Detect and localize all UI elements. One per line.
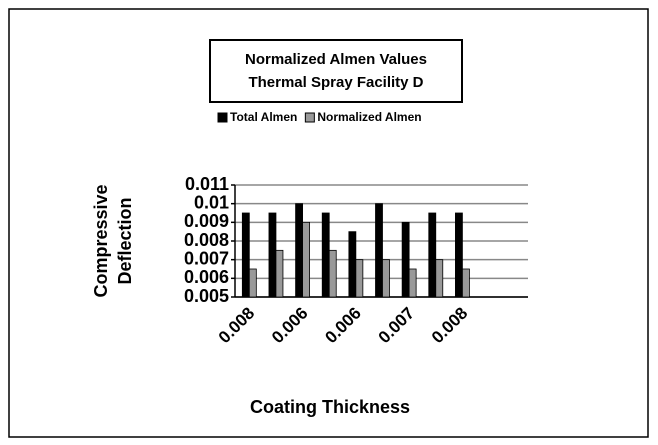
y-tick-label: 0.01 (194, 192, 229, 212)
bar (275, 249, 284, 298)
legend-swatch (304, 112, 315, 123)
bar (355, 259, 364, 298)
y-tick-label: 0.006 (184, 267, 229, 287)
bar (328, 249, 337, 298)
legend-label: Total Almen (230, 110, 297, 124)
bar (408, 268, 417, 298)
bar (268, 212, 277, 298)
y-tick-label: 0.005 (184, 286, 229, 306)
bar (348, 231, 357, 298)
legend-swatch (217, 112, 228, 123)
legend-label: Normalized Almen (317, 110, 421, 124)
y-tick-label: 0.008 (184, 230, 229, 250)
y-axis-label: Deflection (115, 197, 135, 284)
bar (248, 268, 257, 298)
bar (462, 268, 470, 298)
bar (241, 212, 250, 298)
y-tick-label: 0.007 (184, 248, 229, 268)
chart-subtitle: Thermal Spray Facility D (248, 74, 423, 91)
bar (375, 203, 383, 298)
x-axis-label: Coating Thickness (250, 397, 410, 417)
y-tick-label: 0.011 (185, 174, 229, 194)
chart-title: Normalized Almen Values (245, 51, 427, 68)
bar (321, 212, 330, 298)
bar (455, 212, 463, 298)
title-box (209, 39, 463, 103)
y-axis-label: Compressive (91, 184, 111, 297)
bar (435, 259, 444, 298)
bar (295, 203, 303, 298)
y-tick-label: 0.009 (184, 211, 229, 231)
bar (428, 212, 437, 298)
bar (382, 259, 390, 298)
bar (302, 221, 310, 298)
bar (401, 221, 410, 298)
